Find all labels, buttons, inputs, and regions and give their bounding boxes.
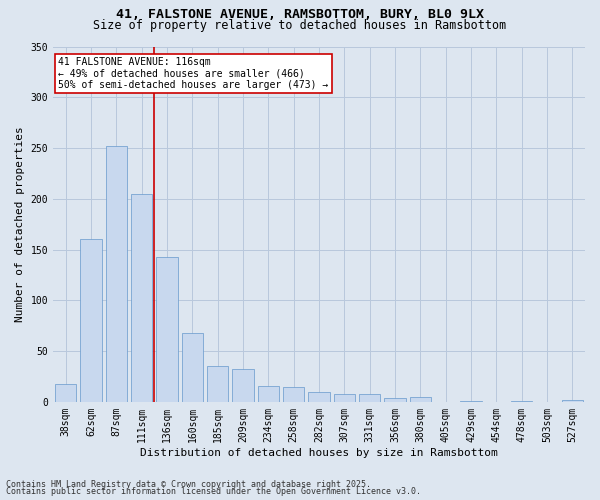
Text: Contains HM Land Registry data © Crown copyright and database right 2025.: Contains HM Land Registry data © Crown c…	[6, 480, 371, 489]
Y-axis label: Number of detached properties: Number of detached properties	[15, 126, 25, 322]
X-axis label: Distribution of detached houses by size in Ramsbottom: Distribution of detached houses by size …	[140, 448, 498, 458]
Bar	[283, 386, 304, 402]
Bar	[131, 194, 152, 402]
Text: 41 FALSTONE AVENUE: 116sqm
← 49% of detached houses are smaller (466)
50% of sem: 41 FALSTONE AVENUE: 116sqm ← 49% of deta…	[58, 57, 329, 90]
Bar	[156, 256, 178, 402]
Text: Contains public sector information licensed under the Open Government Licence v3: Contains public sector information licen…	[6, 487, 421, 496]
Bar	[410, 397, 431, 402]
Bar	[55, 384, 76, 402]
Bar	[80, 240, 102, 402]
Bar	[257, 386, 279, 402]
Text: 41, FALSTONE AVENUE, RAMSBOTTOM, BURY, BL0 9LX: 41, FALSTONE AVENUE, RAMSBOTTOM, BURY, B…	[116, 8, 484, 20]
Bar	[359, 394, 380, 402]
Bar	[308, 392, 330, 402]
Bar	[106, 146, 127, 402]
Bar	[182, 333, 203, 402]
Bar	[511, 401, 532, 402]
Bar	[562, 400, 583, 402]
Bar	[460, 401, 482, 402]
Bar	[232, 370, 254, 402]
Text: Size of property relative to detached houses in Ramsbottom: Size of property relative to detached ho…	[94, 19, 506, 32]
Bar	[207, 366, 229, 402]
Bar	[334, 394, 355, 402]
Bar	[384, 398, 406, 402]
